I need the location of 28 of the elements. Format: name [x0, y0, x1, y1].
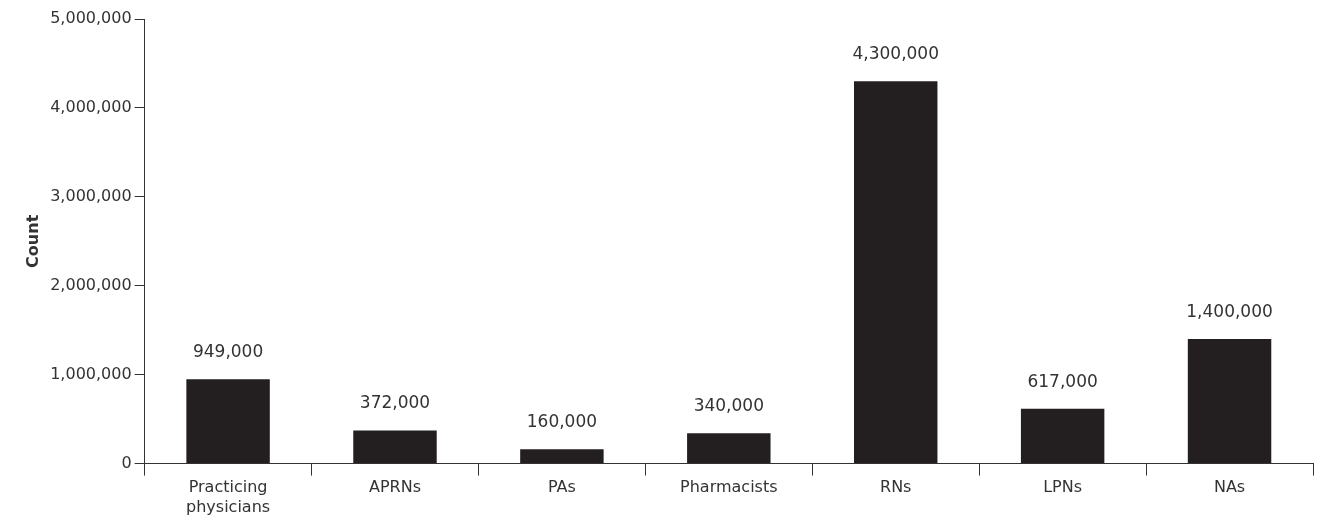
- x-tick-label: LPNs: [1043, 477, 1083, 497]
- y-tick-label: 0: [121, 452, 132, 472]
- bar: [1187, 339, 1272, 464]
- bar: [186, 379, 270, 464]
- x-tick-label: RNs: [880, 477, 912, 497]
- y-tick-label: 2,000,000: [50, 274, 132, 294]
- x-tick-label: NAs: [1213, 477, 1246, 497]
- bar: [520, 449, 604, 464]
- y-tick-label: 4,000,000: [50, 97, 132, 117]
- y-axis-title: Count: [22, 214, 42, 268]
- bar: [1020, 408, 1105, 464]
- x-tick-label: PAs: [547, 477, 576, 497]
- data-label: 1,400,000: [1186, 301, 1273, 322]
- data-label: 617,000: [1027, 370, 1098, 391]
- x-tick-label: Practicing physicians: [186, 477, 271, 516]
- data-label: 4,300,000: [852, 43, 939, 64]
- data-label: 949,000: [192, 341, 264, 362]
- y-tick-label: 3,000,000: [50, 186, 132, 205]
- bar: [854, 81, 938, 464]
- bar: [687, 433, 771, 464]
- data-label: 340,000: [693, 395, 764, 416]
- data-label: 372,000: [359, 392, 431, 413]
- data-label: 160,000: [526, 411, 598, 432]
- x-tick-label: APRNs: [368, 477, 421, 497]
- bar: [353, 430, 437, 464]
- y-tick-label: 1,000,000: [50, 363, 132, 383]
- x-tick-label: Pharmacists: [680, 477, 778, 497]
- y-tick-label: 5,000,000: [50, 8, 132, 28]
